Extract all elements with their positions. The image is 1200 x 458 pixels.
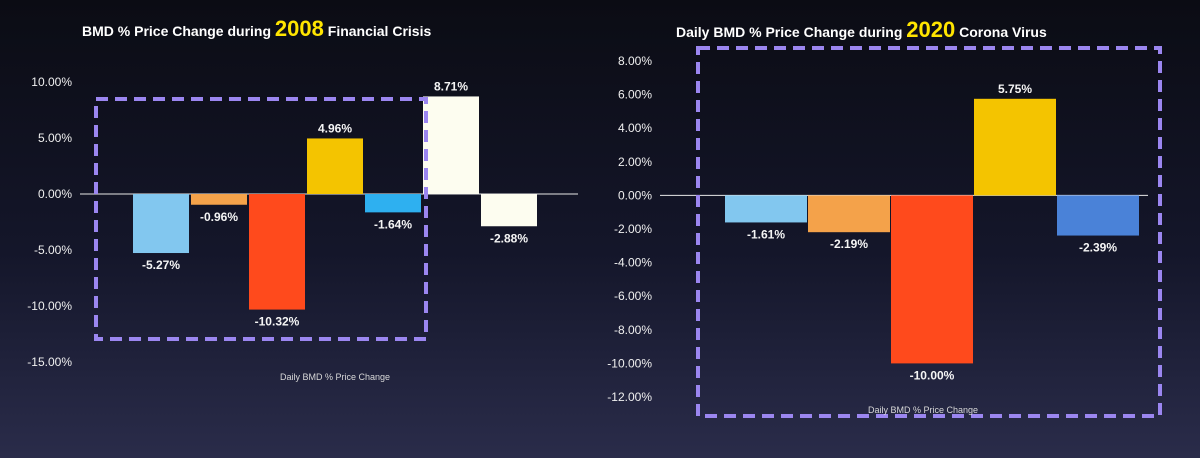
y-tick-label: -8.00% <box>614 323 652 337</box>
bar <box>133 194 189 254</box>
bar <box>1057 195 1139 236</box>
chart-2020: Daily BMD % Price Change during 2020 Cor… <box>607 17 1162 418</box>
y-tick-label: -15.00% <box>27 355 72 369</box>
data-label: -2.39% <box>1079 241 1117 255</box>
y-tick-label: -2.00% <box>614 222 652 236</box>
chart-2020-x-axis-label: Daily BMD % Price Change <box>868 405 978 415</box>
bar <box>974 98 1056 196</box>
chart-2008-title: BMD % Price Change during 2008 Financial… <box>82 16 431 41</box>
chart-2008-x-axis-label: Daily BMD % Price Change <box>280 372 390 382</box>
chart-2008-data-labels: -5.27% -0.96% -10.32% 4.96% -1.64% 8.71% -2.88… <box>142 79 528 328</box>
chart-2020-title-suffix: Corona Virus <box>955 24 1047 40</box>
data-label: -10.32% <box>255 315 300 329</box>
y-tick-label: -6.00% <box>614 289 652 303</box>
chart-2020-title-year: 2020 <box>906 17 955 42</box>
y-tick-label: 6.00% <box>618 88 652 102</box>
data-label: -2.19% <box>830 237 868 251</box>
bar <box>307 138 363 194</box>
data-label: -2.88% <box>490 231 528 245</box>
y-tick-label: -4.00% <box>614 256 652 270</box>
data-label: -10.00% <box>910 368 955 382</box>
data-label: 4.96% <box>318 121 352 135</box>
chart-2020-title-prefix: Daily BMD % Price Change during <box>676 24 906 40</box>
chart-2008-y-ticks: 10.00% 5.00% 0.00% -5.00% -10.00% -15.00% <box>27 75 72 369</box>
data-label: 5.75% <box>998 82 1032 96</box>
y-tick-label: 8.00% <box>618 54 652 68</box>
data-label: -0.96% <box>200 210 238 224</box>
chart-2008-title-suffix: Financial Crisis <box>324 23 432 39</box>
bar <box>725 195 807 223</box>
chart-2020-title: Daily BMD % Price Change during 2020 Cor… <box>676 17 1047 42</box>
chart-2008-title-year: 2008 <box>275 16 324 41</box>
data-label: -1.61% <box>747 227 785 241</box>
bar <box>891 195 973 364</box>
chart-2008-bars <box>133 96 537 310</box>
y-tick-label: -10.00% <box>27 299 72 313</box>
bar <box>365 194 421 213</box>
bar <box>808 195 890 233</box>
data-label: -5.27% <box>142 258 180 272</box>
bar <box>481 194 537 227</box>
bar <box>191 194 247 205</box>
chart-2008-title-prefix: BMD % Price Change during <box>82 23 275 39</box>
y-tick-label: -10.00% <box>607 356 652 370</box>
y-tick-label: 0.00% <box>618 188 652 202</box>
y-tick-label: 2.00% <box>618 155 652 169</box>
y-tick-label: -12.00% <box>607 390 652 404</box>
y-tick-label: 0.00% <box>38 187 72 201</box>
y-tick-label: 5.00% <box>38 131 72 145</box>
bar <box>249 194 305 310</box>
y-tick-label: -5.00% <box>34 243 72 257</box>
chart-2020-y-ticks: 8.00% 6.00% 4.00% 2.00% 0.00% -2.00% -4.00% -6.… <box>607 54 652 404</box>
y-tick-label: 10.00% <box>31 75 72 89</box>
chart-2020-highlight-box <box>696 46 1162 418</box>
y-tick-label: 4.00% <box>618 121 652 135</box>
chart-2008: BMD % Price Change during 2008 Financial… <box>27 16 578 382</box>
data-label: -1.64% <box>374 217 412 231</box>
data-label: 8.71% <box>434 79 468 93</box>
chart-2020-bars <box>725 98 1139 364</box>
bar <box>423 96 479 194</box>
chart-2020-data-labels: -1.61% -2.19% -10.00% 5.75% -2.39% <box>747 82 1117 383</box>
